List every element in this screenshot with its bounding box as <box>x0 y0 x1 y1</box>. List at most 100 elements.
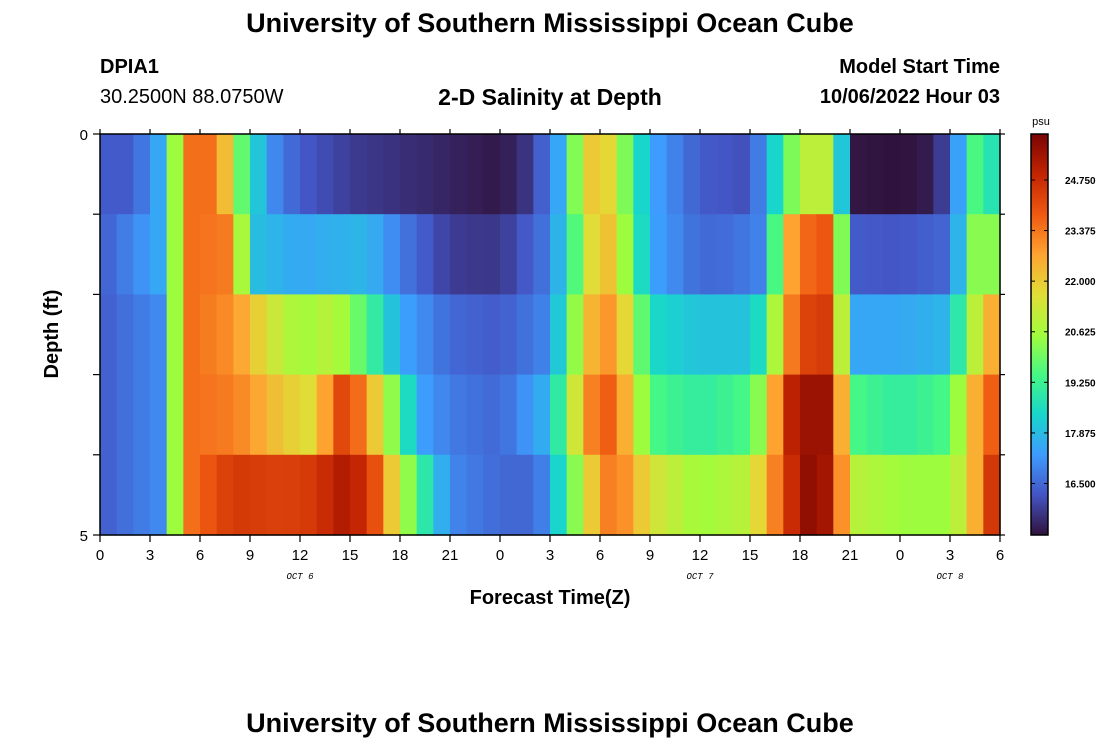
heatmap-cell <box>600 294 618 376</box>
heatmap-cell <box>316 214 334 295</box>
heatmap-cell <box>566 454 584 536</box>
heatmap-cell <box>600 374 618 456</box>
heatmap-cell <box>766 454 784 536</box>
heatmap-cell <box>466 454 484 536</box>
heatmap-cell <box>766 374 784 456</box>
heatmap-cell <box>266 374 284 456</box>
heatmap-cell <box>450 134 468 215</box>
heatmap-cell <box>916 214 934 295</box>
heatmap-cell <box>500 134 518 215</box>
heatmap-cell <box>833 294 851 376</box>
heatmap-cell <box>750 454 768 536</box>
x-tick-label: 9 <box>646 547 654 564</box>
heatmap-cell <box>916 134 934 215</box>
heatmap-cell <box>283 294 301 376</box>
heatmap-cell <box>433 214 451 295</box>
heatmap-cell <box>800 374 818 456</box>
heatmap-cell <box>933 214 951 295</box>
y-tick-label: 0 <box>80 127 88 144</box>
heatmap-cell <box>816 374 834 456</box>
heatmap-cell <box>950 294 968 376</box>
heatmap-cell <box>883 134 901 215</box>
heatmap-cell <box>216 294 234 376</box>
model-start-value: 10/06/2022 Hour 03 <box>819 86 1000 108</box>
heatmap-cell <box>116 294 134 376</box>
heatmap-cell <box>500 294 518 376</box>
heatmap-cell <box>716 374 734 456</box>
chart-subtitle: 2-D Salinity at Depth <box>438 84 662 110</box>
heatmap-cell <box>100 294 118 376</box>
heatmap-cell <box>550 294 568 376</box>
heatmap-cell <box>600 214 618 295</box>
heatmap-cell <box>366 134 384 215</box>
heatmap-cell <box>233 294 251 376</box>
colorbar-bar <box>1030 133 1049 536</box>
station-id: DPIA1 <box>100 56 159 78</box>
heatmap-cell <box>516 454 534 536</box>
heatmap-cell <box>166 374 184 456</box>
heatmap-cell <box>450 294 468 376</box>
heatmap-cell <box>300 374 318 456</box>
heatmap-cell <box>533 134 551 215</box>
heatmap-cell <box>100 374 118 456</box>
y-axis: 05 <box>80 127 1005 545</box>
heatmap-cell <box>166 454 184 536</box>
heatmap-cell <box>333 294 351 376</box>
heatmap-cell <box>183 134 201 215</box>
heatmap-cell <box>833 374 851 456</box>
heatmap-cell <box>666 454 684 536</box>
heatmap-cell <box>733 294 751 376</box>
heatmap-cell <box>450 454 468 536</box>
heatmap-cell <box>650 134 668 215</box>
footer-title: University of Southern Mississippi Ocean… <box>246 708 854 738</box>
heatmap-cell <box>866 294 884 376</box>
heatmap-cell <box>683 454 701 536</box>
x-tick-label: 9 <box>246 547 254 564</box>
heatmap-cell <box>150 374 168 456</box>
heatmap-cell <box>500 454 518 536</box>
heatmap-cell <box>800 214 818 295</box>
x-tick-label: 3 <box>546 547 554 564</box>
heatmap-cell <box>783 454 801 536</box>
heatmap-cell <box>316 294 334 376</box>
x-tick-label: 21 <box>842 547 859 564</box>
heatmap-cell <box>900 294 918 376</box>
colorbar-tick-label: 20.625 <box>1065 328 1096 339</box>
heatmap-cell <box>483 214 501 295</box>
heatmap-cell <box>983 374 1001 456</box>
x-date-label: OCT 8 <box>936 572 964 582</box>
heatmap-cell <box>216 214 234 295</box>
heatmap-cell <box>250 454 268 536</box>
heatmap-cell <box>133 214 151 295</box>
heatmap-cell <box>716 134 734 215</box>
heatmap-cell <box>650 214 668 295</box>
heatmap-cell <box>750 294 768 376</box>
heatmap-cell <box>466 214 484 295</box>
heatmap-cell <box>350 134 368 215</box>
heatmap-cell <box>583 374 601 456</box>
heatmap-cell <box>416 454 434 536</box>
heatmap-cell <box>150 214 168 295</box>
heatmap-cell <box>516 134 534 215</box>
heatmap-cell <box>133 454 151 536</box>
heatmap-cell <box>400 294 418 376</box>
heatmap-cell <box>350 374 368 456</box>
colorbar-unit: psu <box>1032 116 1050 128</box>
x-tick-label: 6 <box>196 547 204 564</box>
heatmap-cell <box>250 294 268 376</box>
heatmap-cell <box>350 454 368 536</box>
colorbar-tick-label: 22.000 <box>1065 277 1096 288</box>
heatmap-cell <box>166 294 184 376</box>
heatmap-cell <box>350 214 368 295</box>
heatmap-cell <box>633 374 651 456</box>
heatmap-cell <box>433 134 451 215</box>
heatmap-cell <box>116 214 134 295</box>
heatmap-cell <box>116 454 134 536</box>
heatmap-cell <box>616 454 634 536</box>
station-coordinates: 30.2500N 88.0750W <box>100 86 284 108</box>
heatmap-cell <box>650 374 668 456</box>
heatmap-cell <box>966 214 984 295</box>
heatmap-cell <box>333 134 351 215</box>
x-date-label: OCT 6 <box>286 572 314 582</box>
